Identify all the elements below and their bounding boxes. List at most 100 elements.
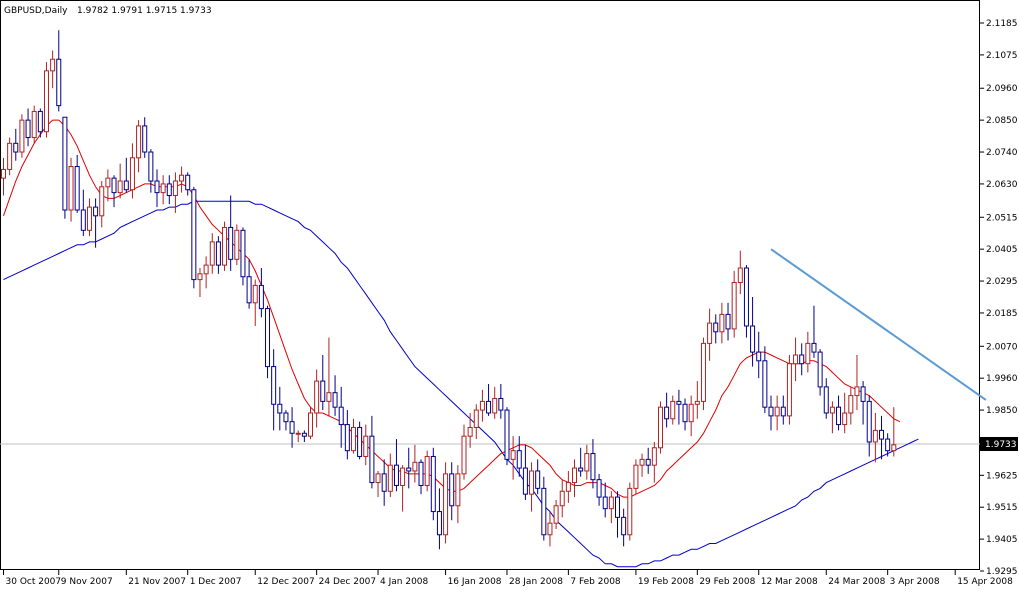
y-tick-label: 2.0070 [986, 342, 1018, 352]
candle-body [455, 473, 461, 507]
candle [492, 386, 498, 419]
candle [516, 436, 522, 477]
y-tick-label: 2.0515 [986, 213, 1018, 223]
candle [289, 407, 295, 448]
candle-body [854, 386, 860, 397]
candle [166, 175, 172, 205]
candle [381, 459, 387, 506]
candle [817, 349, 823, 396]
y-tick-label: 1.9515 [986, 503, 1018, 513]
candle [13, 128, 19, 161]
candle [93, 198, 99, 248]
candle-body [817, 351, 823, 388]
candle [191, 186, 197, 289]
candle [338, 386, 344, 448]
candle [363, 424, 369, 466]
candle [627, 482, 633, 541]
y-tick-label: 2.1185 [986, 19, 1018, 29]
current-price-label: 1.9733 [985, 440, 1017, 450]
candle [74, 154, 80, 213]
candle-body [879, 429, 885, 440]
candle [860, 381, 866, 425]
x-tick-label: 16 Jan 2008 [448, 577, 502, 587]
candle-body [74, 166, 80, 211]
candle [50, 50, 56, 89]
candle [172, 172, 178, 213]
candle [879, 415, 885, 460]
candle [651, 441, 657, 483]
candle [572, 459, 578, 498]
candle [522, 444, 528, 500]
candle-body [234, 229, 240, 260]
candle [866, 395, 872, 457]
candle [713, 314, 719, 344]
candle-body [602, 496, 608, 510]
candle-body [203, 264, 209, 275]
candle-body [657, 406, 663, 449]
candle-body [719, 313, 725, 333]
candle-body [99, 186, 105, 217]
candle [117, 163, 123, 199]
x-tick-label: 21 Nov 2007 [128, 577, 186, 587]
candle-body [191, 189, 197, 281]
y-tick-label: 1.9625 [986, 471, 1018, 481]
x-tick-label: 9 Nov 2007 [61, 577, 113, 587]
candle [670, 395, 676, 425]
candle [768, 395, 774, 431]
candle-body [393, 464, 399, 486]
candle-body [222, 226, 228, 266]
trendline [770, 248, 987, 401]
candle-body [676, 400, 682, 405]
candle [430, 447, 436, 521]
candle [756, 331, 762, 379]
candle-body [836, 406, 842, 426]
candle-body [129, 157, 135, 191]
candle [326, 337, 332, 416]
candle-body [166, 183, 172, 197]
candle-body [7, 142, 13, 170]
candle-body [541, 487, 547, 536]
candle [400, 465, 406, 512]
x-tick-label: 19 Feb 2008 [638, 577, 694, 587]
candle-body [670, 400, 676, 420]
candle [436, 488, 442, 550]
candle [344, 410, 350, 460]
candle [185, 172, 191, 196]
x-tick-label: 12 Mar 2008 [761, 577, 818, 587]
candle-body [467, 426, 473, 437]
candle-body [608, 496, 614, 510]
candle-body [430, 455, 436, 513]
candle [891, 407, 897, 457]
candle-body [375, 473, 381, 484]
candle [129, 143, 135, 199]
candle-body [185, 174, 191, 191]
candle-body [1, 168, 6, 179]
y-tick-label: 2.0740 [986, 148, 1018, 158]
candle-body [774, 406, 780, 417]
y-tick-label: 1.9295 [986, 567, 1018, 577]
candle-body [277, 403, 283, 414]
candle [565, 470, 571, 503]
candle [823, 378, 829, 419]
candle-body [289, 421, 295, 434]
candle [885, 433, 891, 457]
candle [246, 259, 252, 309]
candle-body [743, 267, 749, 327]
candle-body [31, 110, 37, 139]
candle [596, 473, 602, 506]
candle-body [271, 366, 277, 405]
candle-body [860, 386, 866, 402]
candle [854, 354, 860, 411]
candle-body [823, 386, 829, 414]
candle [350, 418, 356, 454]
candle-body [596, 479, 602, 498]
candle [872, 412, 878, 463]
candle-body [848, 395, 854, 414]
x-tick-label: 24 Mar 2008 [828, 577, 885, 587]
trendline-segment [770, 248, 987, 401]
candle-body [400, 467, 406, 486]
candle-body [424, 455, 430, 486]
candle-body [633, 464, 639, 489]
candle-body [891, 444, 897, 452]
candle-body [314, 380, 320, 414]
